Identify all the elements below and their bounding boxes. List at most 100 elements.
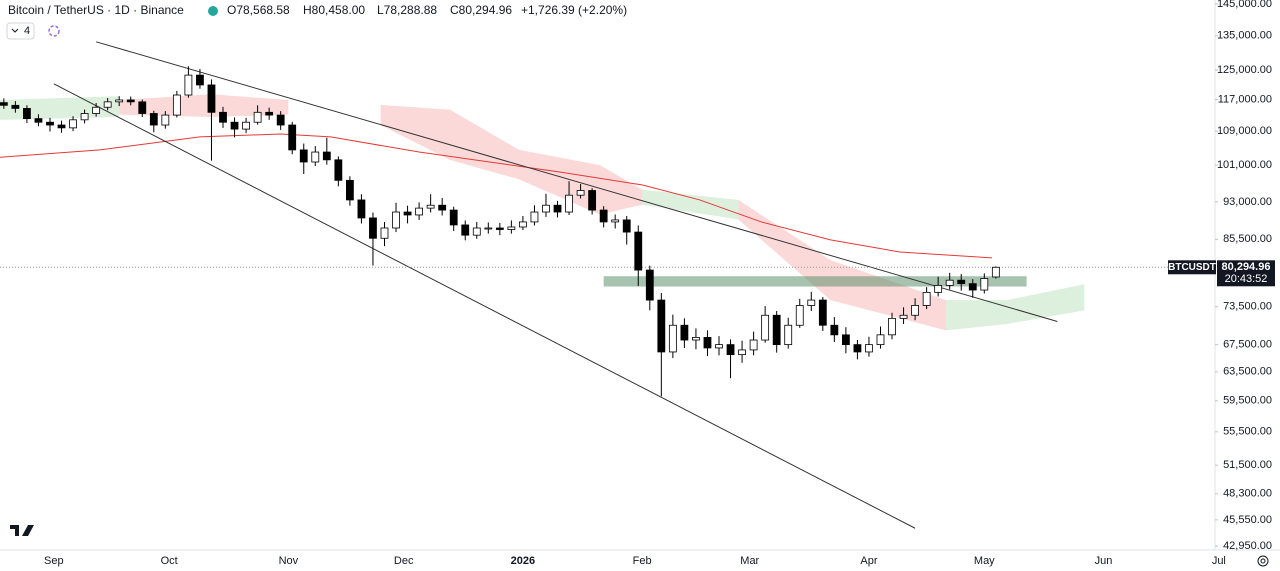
y-tick-label: 93,000.00 bbox=[1223, 196, 1272, 208]
candle-body bbox=[0, 102, 8, 106]
settings-icon[interactable] bbox=[1257, 555, 1269, 567]
candle bbox=[345, 176, 354, 206]
x-tick-label: Feb bbox=[633, 555, 652, 567]
candle bbox=[219, 106, 227, 128]
candle bbox=[599, 206, 608, 228]
candle-body bbox=[922, 291, 931, 306]
candle bbox=[207, 79, 216, 161]
candle bbox=[911, 298, 919, 321]
candle-body bbox=[841, 334, 850, 346]
candle bbox=[115, 96, 124, 107]
candle-body bbox=[126, 99, 135, 103]
candle bbox=[853, 340, 862, 360]
x-tick-label: Jun bbox=[1095, 555, 1113, 567]
candle-body bbox=[242, 121, 250, 130]
candle bbox=[415, 202, 423, 220]
y-tick-label: 109,000.00 bbox=[1217, 125, 1272, 137]
candle-body bbox=[876, 334, 885, 346]
y-tick-label: 63,500.00 bbox=[1223, 366, 1272, 378]
symbol-badge bbox=[1168, 260, 1216, 275]
candle-body bbox=[288, 124, 297, 151]
candle-body bbox=[772, 314, 781, 346]
candle-body bbox=[888, 317, 896, 336]
candle bbox=[34, 114, 43, 127]
candle bbox=[980, 273, 989, 294]
candle bbox=[899, 307, 908, 324]
candle bbox=[80, 109, 89, 124]
y-tick-label: 135,000.00 bbox=[1217, 30, 1272, 42]
indicators-toggle[interactable] bbox=[6, 22, 35, 40]
y-tick-label: 51,500.00 bbox=[1223, 459, 1272, 471]
candle-body bbox=[172, 94, 181, 116]
candle bbox=[149, 110, 158, 133]
candle bbox=[196, 69, 204, 89]
ohlc-low: L78,288.88 bbox=[377, 3, 437, 17]
candle bbox=[461, 220, 470, 241]
candle-body bbox=[830, 324, 839, 336]
candle-body bbox=[784, 324, 793, 346]
candle bbox=[138, 99, 147, 118]
candle-body bbox=[668, 324, 677, 353]
candle-body bbox=[645, 269, 654, 301]
candle-body bbox=[530, 211, 539, 223]
candle bbox=[265, 107, 274, 120]
candle bbox=[680, 318, 689, 348]
cloud-band bbox=[380, 104, 643, 215]
candle-body bbox=[680, 324, 689, 341]
candle bbox=[311, 146, 320, 166]
candle-body bbox=[553, 204, 562, 213]
candle bbox=[772, 310, 781, 353]
candle bbox=[968, 279, 977, 298]
settings-icon-core bbox=[1260, 558, 1266, 564]
candle-body bbox=[818, 299, 827, 326]
candle-body bbox=[957, 279, 966, 285]
candle bbox=[841, 327, 850, 354]
cloud-band bbox=[119, 94, 289, 118]
candle bbox=[161, 111, 170, 129]
candle-body bbox=[749, 339, 758, 351]
candle-body bbox=[634, 231, 643, 271]
countdown-label: 20:43:52 bbox=[1225, 273, 1268, 285]
candle bbox=[530, 205, 539, 226]
candle bbox=[553, 200, 562, 218]
candle-body bbox=[934, 284, 943, 293]
candle bbox=[957, 273, 966, 291]
x-tick-label: Sep bbox=[44, 555, 64, 567]
candle-body bbox=[449, 209, 458, 226]
candle-body bbox=[980, 278, 989, 291]
y-tick-label: 117,000.00 bbox=[1218, 93, 1272, 105]
ohlc-open: O78,568.58 bbox=[227, 3, 290, 17]
candle-body bbox=[334, 159, 343, 181]
logo[interactable] bbox=[10, 525, 34, 536]
candle-body bbox=[899, 314, 908, 319]
candle-body bbox=[795, 305, 804, 326]
price-badge bbox=[1217, 260, 1275, 287]
candle-body bbox=[692, 337, 700, 341]
candle-body bbox=[611, 219, 620, 223]
candle bbox=[991, 266, 1000, 279]
candle bbox=[692, 328, 700, 350]
candle-body bbox=[761, 314, 770, 341]
candle-body bbox=[738, 349, 746, 356]
ohlc-change: +1,726.39 (+2.20%) bbox=[521, 3, 627, 17]
candle bbox=[634, 225, 643, 286]
candle bbox=[945, 272, 954, 290]
candle-body bbox=[484, 227, 493, 230]
candle-body bbox=[253, 111, 262, 123]
x-tick-label: Jul bbox=[1212, 555, 1226, 567]
x-tick-label: 2026 bbox=[511, 555, 535, 567]
candle bbox=[299, 143, 308, 174]
candle-body bbox=[715, 344, 723, 349]
y-tick-label: 59,500.00 bbox=[1223, 395, 1272, 407]
trendline bbox=[53, 83, 916, 529]
candle bbox=[761, 306, 770, 343]
y-tick-label: 48,300.00 bbox=[1223, 488, 1272, 500]
candle-body bbox=[149, 113, 158, 126]
candle-body bbox=[115, 99, 124, 103]
status-dot bbox=[208, 6, 218, 16]
candle bbox=[934, 276, 943, 297]
candle-body bbox=[57, 124, 66, 129]
candle bbox=[357, 194, 366, 224]
candle bbox=[230, 117, 239, 138]
candle-body bbox=[184, 74, 193, 96]
